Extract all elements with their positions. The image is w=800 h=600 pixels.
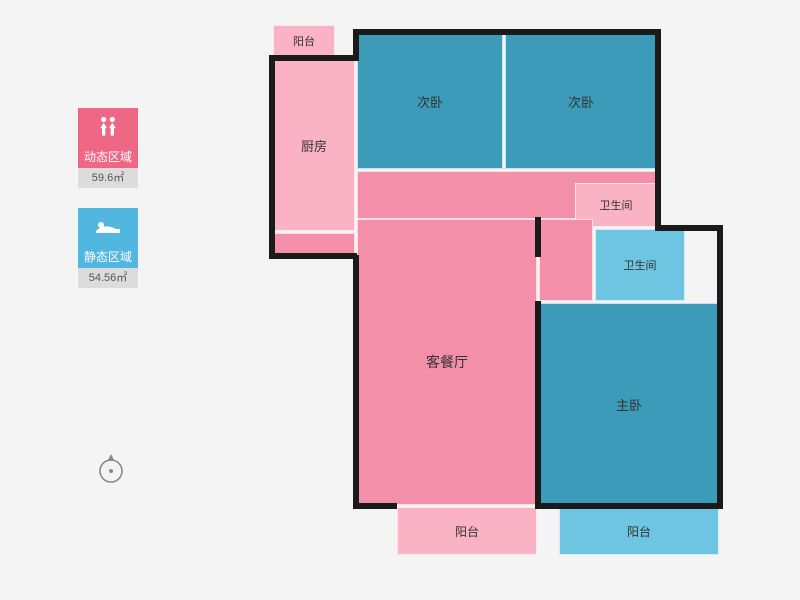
floorplan: 阳台厨房次卧次卧卫生间客餐厅卫生间主卧阳台阳台 bbox=[265, 25, 735, 573]
dynamic-zone-icon bbox=[78, 108, 138, 146]
room-label-bedroom2-a: 次卧 bbox=[417, 92, 443, 111]
room-label-balcony-s2: 阳台 bbox=[627, 523, 651, 540]
room-master: 主卧 bbox=[539, 303, 719, 505]
wall-segment bbox=[269, 253, 357, 259]
room-kitchen: 厨房 bbox=[273, 59, 355, 231]
wall-segment bbox=[655, 225, 723, 231]
wall-segment bbox=[269, 55, 275, 255]
wall-segment bbox=[269, 55, 359, 61]
room-balcony-nw: 阳台 bbox=[273, 25, 335, 57]
room-label-kitchen: 厨房 bbox=[301, 136, 327, 155]
sleep-icon bbox=[94, 217, 122, 237]
wall-segment bbox=[535, 217, 541, 257]
legend-static: 静态区域 54.56㎡ bbox=[78, 208, 148, 288]
room-bath2: 卫生间 bbox=[595, 229, 685, 301]
wall-segment bbox=[535, 503, 723, 509]
room-label-living: 客餐厅 bbox=[426, 352, 468, 372]
room-label-balcony-s1: 阳台 bbox=[455, 523, 479, 540]
room-label-bath1: 卫生间 bbox=[600, 197, 633, 213]
room-label-balcony-nw: 阳台 bbox=[293, 33, 315, 49]
wall-segment bbox=[535, 301, 541, 507]
wall-segment bbox=[655, 29, 661, 227]
compass-icon bbox=[93, 450, 129, 486]
room-label-bedroom2-b: 次卧 bbox=[568, 92, 594, 111]
wall-segment bbox=[353, 29, 659, 35]
legend-panel: 动态区域 59.6㎡ 静态区域 54.56㎡ bbox=[78, 108, 148, 308]
room-label-bath2: 卫生间 bbox=[624, 257, 657, 273]
static-zone-value: 54.56㎡ bbox=[78, 268, 138, 288]
dynamic-zone-label: 动态区域 bbox=[78, 146, 138, 168]
wall-segment bbox=[717, 225, 723, 507]
wall-segment bbox=[353, 503, 397, 509]
room-bedroom2-b: 次卧 bbox=[505, 33, 657, 169]
room-balcony-s2: 阳台 bbox=[559, 507, 719, 555]
people-icon bbox=[95, 114, 121, 140]
static-zone-label: 静态区域 bbox=[78, 246, 138, 268]
static-zone-icon bbox=[78, 208, 138, 246]
room-hall-mid bbox=[539, 219, 593, 301]
wall-segment bbox=[353, 255, 359, 507]
room-living: 客餐厅 bbox=[357, 219, 537, 505]
room-balcony-s1: 阳台 bbox=[397, 507, 537, 555]
dynamic-zone-value: 59.6㎡ bbox=[78, 168, 138, 188]
room-bedroom2-a: 次卧 bbox=[357, 33, 503, 169]
legend-dynamic: 动态区域 59.6㎡ bbox=[78, 108, 148, 188]
room-label-master: 主卧 bbox=[616, 395, 642, 414]
